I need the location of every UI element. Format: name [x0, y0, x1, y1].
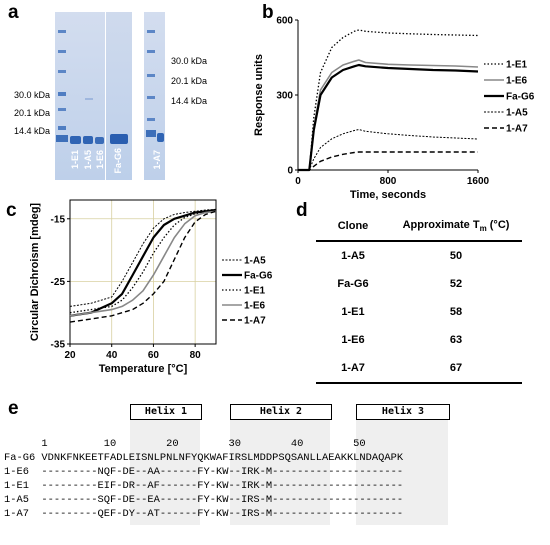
x-tick-label: 0 — [295, 176, 301, 187]
gel-image-left — [55, 12, 105, 180]
series-line-1-E1 — [69, 208, 217, 314]
lane-label-Fa-G6: Fa-G6 — [113, 148, 123, 174]
gel-image-middle — [106, 12, 132, 180]
helix-1-shade — [130, 419, 200, 525]
plot-frame — [69, 199, 217, 345]
mw-label-14-right: 14.4 kDa — [171, 96, 208, 106]
y-tick-label: 0 — [287, 166, 293, 177]
x-tick-label: 80 — [190, 350, 202, 361]
mw-label-30-left: 30.0 kDa — [14, 90, 51, 100]
tm-cell: 67 — [390, 354, 522, 384]
y-tick-label: -35 — [51, 340, 66, 351]
series-line-1-A7 — [298, 151, 478, 171]
mw-label-20-right: 20.1 kDa — [171, 76, 208, 86]
mw-label-30-right: 30.0 kDa — [171, 56, 208, 66]
helix-1-label: Helix 1 — [130, 404, 202, 420]
sequence-line-1-E6: 1-E6 ---------NQF-DE--AA------FY-KW--IRK… — [4, 466, 404, 478]
y-tick-label: -15 — [51, 214, 66, 225]
legend-label-1-A5: 1-A5 — [244, 256, 266, 267]
series-line-Fa-G6 — [69, 208, 217, 317]
series-line-1-E6 — [69, 210, 217, 317]
lane-label-1-E1: 1-E1 — [70, 150, 80, 170]
y-tick-label: -25 — [51, 277, 66, 288]
legend-label-1-A7: 1-A7 — [244, 316, 266, 327]
x-tick-label: 40 — [106, 350, 118, 361]
header-tm: Approximate Tm (°C) — [390, 212, 522, 242]
table-row: Fa-G6 52 — [316, 270, 522, 298]
clone-cell: 1-E6 — [341, 334, 365, 346]
table-row: 1-E1 58 — [316, 298, 522, 326]
table-row: 1-A5 50 — [316, 241, 522, 270]
series-line-1-A5 — [298, 129, 479, 171]
y-axis-label: Circular Dichroism [mdeg] — [29, 203, 41, 341]
series-line-Fa-G6 — [298, 63, 479, 172]
table-row: 1-E6 63 — [316, 326, 522, 354]
clone-cell: 1-E1 — [341, 306, 365, 318]
series-line-1-A7 — [69, 210, 217, 323]
tm-cell: 63 — [449, 334, 463, 346]
sequence-alignment: Helix 1 Helix 2 Helix 3 1 10 20 30 40 50… — [0, 400, 550, 545]
helix-3-label: Helix 3 — [356, 404, 450, 420]
tm-cell: 50 — [449, 250, 463, 262]
clone-cell: 1-A5 — [341, 250, 365, 262]
x-tick-label: 1600 — [467, 176, 490, 187]
helix-2-label: Helix 2 — [230, 404, 332, 420]
legend-label-1-E1: 1-E1 — [244, 286, 266, 297]
lane-label-1-A5: 1-A5 — [83, 150, 93, 170]
legend-label-1-E6: 1-E6 — [244, 301, 266, 312]
legend-label-1-E1: 1-E1 — [506, 60, 528, 71]
mw-label-20-left: 20.1 kDa — [14, 108, 51, 118]
panel-label-d: d — [296, 200, 308, 221]
x-tick-label: 60 — [148, 350, 160, 361]
panel-label-b: b — [262, 2, 274, 23]
legend-label-1-E6: 1-E6 — [506, 76, 528, 87]
header-clone: Clone — [316, 212, 390, 242]
series-line-1-E6 — [298, 59, 479, 171]
panel-label-e: e — [8, 398, 19, 419]
panel-label-a: a — [8, 2, 19, 23]
tm-cell: 58 — [449, 306, 463, 318]
residue-numbering: 1 10 20 30 40 50 — [4, 438, 366, 450]
sequence-line-1-A7: 1-A7 ---------QEF-DY--AT------FY-KW--IRS… — [4, 508, 404, 520]
helix-2-shade — [230, 419, 330, 525]
sequence-line-1-A5: 1-A5 ---------SQF-DE--EA------FY-KW--IRS… — [4, 494, 404, 506]
x-tick-label: 20 — [64, 350, 76, 361]
x-axis-label: Time, seconds — [350, 189, 426, 201]
panel-label-c: c — [6, 200, 17, 221]
lane-label-1-A7: 1-A7 — [152, 150, 162, 170]
tm-table: Clone Approximate Tm (°C) 1-A5 50 Fa-G6 52… — [316, 212, 522, 384]
y-tick-label: 600 — [276, 16, 293, 27]
sequence-line-Fa-G6: Fa-G6 VDNKFNKEETFADLEISNLPNLNFYQKWAFIRSL… — [4, 452, 404, 464]
helix-3-shade — [356, 419, 448, 525]
series-line-1-A5 — [69, 208, 217, 307]
clone-cell: Fa-G6 — [337, 278, 369, 290]
table-header-row: Clone Approximate Tm (°C) — [316, 212, 522, 242]
mw-label-14-left: 14.4 kDa — [14, 126, 51, 136]
legend-label-Fa-G6: Fa-G6 — [506, 92, 535, 103]
sequence-line-1-E1: 1-E1 ---------EIF-DR--AF------FY-KW--IRK… — [4, 480, 404, 492]
legend-label-Fa-G6: Fa-G6 — [244, 271, 273, 282]
legend-label-1-A7: 1-A7 — [506, 124, 528, 135]
table-row: 1-A7 67 — [316, 354, 522, 384]
series-line-1-E1 — [298, 29, 479, 171]
lane-label-1-E6: 1-E6 — [95, 150, 105, 170]
clone-cell: 1-A7 — [316, 354, 390, 384]
y-axis-label: Response units — [253, 54, 265, 136]
y-tick-label: 300 — [276, 91, 293, 102]
x-tick-label: 800 — [380, 176, 397, 187]
legend-label-1-A5: 1-A5 — [506, 108, 528, 119]
x-axis-label: Temperature [°C] — [99, 363, 188, 375]
tm-cell: 52 — [449, 278, 463, 290]
